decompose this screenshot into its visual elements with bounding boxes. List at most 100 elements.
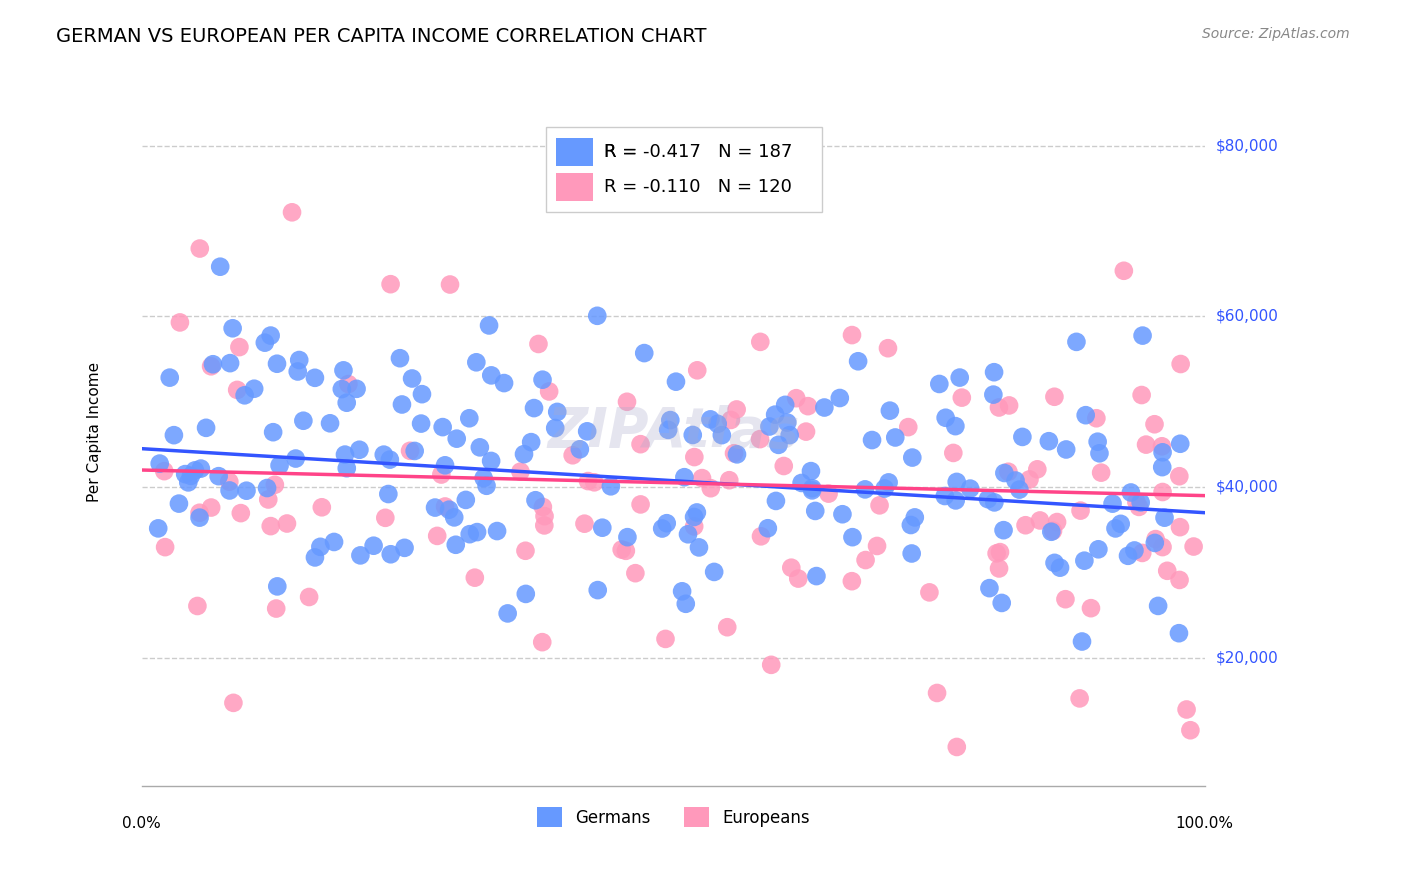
Germans [877,475,900,490]
Germans [349,549,371,563]
Germans [831,508,853,522]
Germans [806,569,828,583]
Europeans [1152,540,1174,554]
Europeans [1143,417,1166,432]
Germans [879,403,901,417]
Europeans [426,529,449,543]
Germans [1008,483,1031,497]
Europeans [260,519,283,533]
Europeans [1026,462,1049,476]
Germans [437,502,460,516]
Europeans [1014,518,1036,533]
Europeans [538,384,561,399]
Europeans [1144,532,1167,546]
Germans [221,321,243,335]
Germans [174,467,197,482]
Germans [475,479,498,493]
Germans [758,419,780,434]
Germans [1152,460,1174,475]
Germans [1054,442,1077,457]
Europeans [228,340,250,354]
Germans [800,464,823,478]
Legend: Germans, Europeans: Germans, Europeans [530,800,817,834]
Europeans [761,657,783,672]
Germans [1087,434,1109,449]
Germans [523,401,546,415]
Europeans [574,516,596,531]
Europeans [787,572,810,586]
Germans [520,435,543,450]
Europeans [614,544,637,558]
Germans [1101,497,1123,511]
Germans [363,539,385,553]
Europeans [1135,437,1157,451]
Germans [768,438,790,452]
Germans [195,421,218,435]
Germans [1129,495,1152,509]
Europeans [311,500,333,515]
FancyBboxPatch shape [546,127,823,212]
Europeans [725,402,748,417]
Germans [472,471,495,485]
Germans [167,497,190,511]
Germans [706,417,728,431]
Germans [1038,434,1060,449]
Germans [201,357,224,371]
Text: $60,000: $60,000 [1216,309,1278,324]
Germans [218,483,240,498]
Europeans [1152,485,1174,500]
Germans [513,447,536,461]
Germans [288,353,311,368]
Germans [804,504,827,518]
Germans [346,382,368,396]
Germans [790,475,813,490]
Germans [1104,521,1126,535]
Europeans [1128,500,1150,514]
Europeans [439,277,461,292]
Germans [710,428,733,442]
Europeans [1070,503,1092,517]
Germans [983,365,1005,379]
Europeans [616,394,638,409]
Europeans [430,467,453,482]
Germans [1147,599,1170,613]
Germans [235,483,257,498]
Germans [388,351,411,366]
Germans [1066,334,1088,349]
Europeans [1182,540,1205,554]
Europeans [509,465,531,479]
Germans [959,482,981,496]
Germans [266,357,288,371]
Germans [1119,485,1142,500]
Europeans [399,443,422,458]
Germans [676,527,699,541]
Europeans [780,560,803,574]
Europeans [1046,515,1069,529]
Germans [873,482,896,496]
Germans [1087,542,1109,557]
Europeans [561,448,583,462]
Germans [378,452,401,467]
Germans [394,541,416,555]
Germans [765,494,787,508]
Europeans [772,458,794,473]
Germans [949,370,972,384]
Germans [977,492,1000,507]
Europeans [281,205,304,219]
Europeans [515,543,537,558]
Germans [1073,554,1095,568]
Germans [401,371,423,385]
Europeans [1175,702,1198,716]
Europeans [686,363,709,377]
Europeans [531,635,554,649]
Text: GERMAN VS EUROPEAN PER CAPITA INCOME CORRELATION CHART: GERMAN VS EUROPEAN PER CAPITA INCOME COR… [56,27,707,45]
Germans [813,401,835,415]
Europeans [1150,439,1173,453]
Germans [841,530,863,544]
Europeans [1180,723,1202,738]
Germans [423,500,446,515]
Germans [776,416,799,430]
Germans [655,516,678,531]
Germans [633,346,655,360]
Germans [703,565,725,579]
